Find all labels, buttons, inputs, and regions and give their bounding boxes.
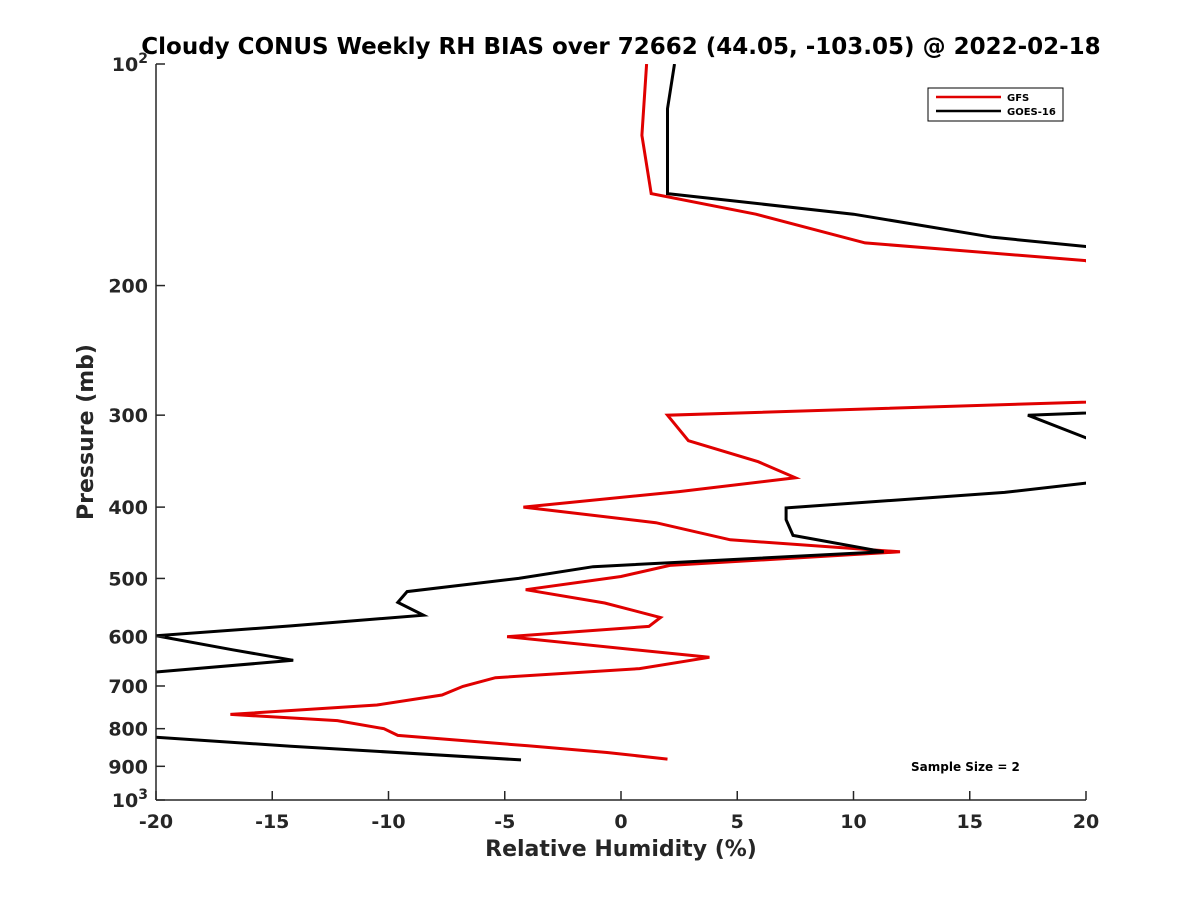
x-tick-label: -5: [494, 811, 515, 833]
series-layer: [156, 64, 1086, 762]
y-tick-label: 700: [108, 676, 148, 698]
y-tick-label: 600: [108, 627, 148, 649]
x-axis-label: Relative Humidity (%): [485, 837, 757, 862]
y-tick-label: 300: [108, 405, 148, 427]
y-tick-label: 103: [112, 787, 148, 812]
y-tick-label: 500: [108, 568, 148, 590]
x-tick-label: -15: [255, 811, 289, 833]
x-tick-label: -10: [371, 811, 405, 833]
x-tick-label: 0: [614, 811, 627, 833]
series-line-goes16: [156, 64, 1086, 762]
x-tick-label: 15: [957, 811, 983, 833]
y-tick-label: 200: [108, 276, 148, 298]
x-ticks: -20 -15 -10 -5 0 5 10 15 20: [139, 791, 1099, 833]
legend-label-goes16: GOES-16: [1007, 107, 1056, 118]
x-tick-label: -20: [139, 811, 173, 833]
y-axis-label: Pressure (mb): [74, 344, 99, 520]
chart-title: Cloudy CONUS Weekly RH BIAS over 72662 (…: [141, 34, 1100, 60]
y-ticks: 102 200 300 400 500 600 700 800 900 103: [108, 51, 165, 812]
legend-box: [927, 87, 1064, 122]
x-tick-label: 20: [1073, 811, 1099, 833]
y-tick-label: 900: [108, 756, 148, 778]
y-tick-label: 800: [108, 719, 148, 741]
sample-size-annotation: Sample Size = 2: [911, 760, 1020, 774]
x-tick-label: 5: [731, 811, 744, 833]
series-line-gfs: [230, 64, 1086, 761]
y-tick-label: 400: [108, 497, 148, 519]
legend: GFS GOES-16: [927, 87, 1064, 122]
x-tick-label: 10: [840, 811, 866, 833]
y-tick-label: 102: [112, 51, 148, 76]
legend-label-gfs: GFS: [1007, 93, 1029, 104]
